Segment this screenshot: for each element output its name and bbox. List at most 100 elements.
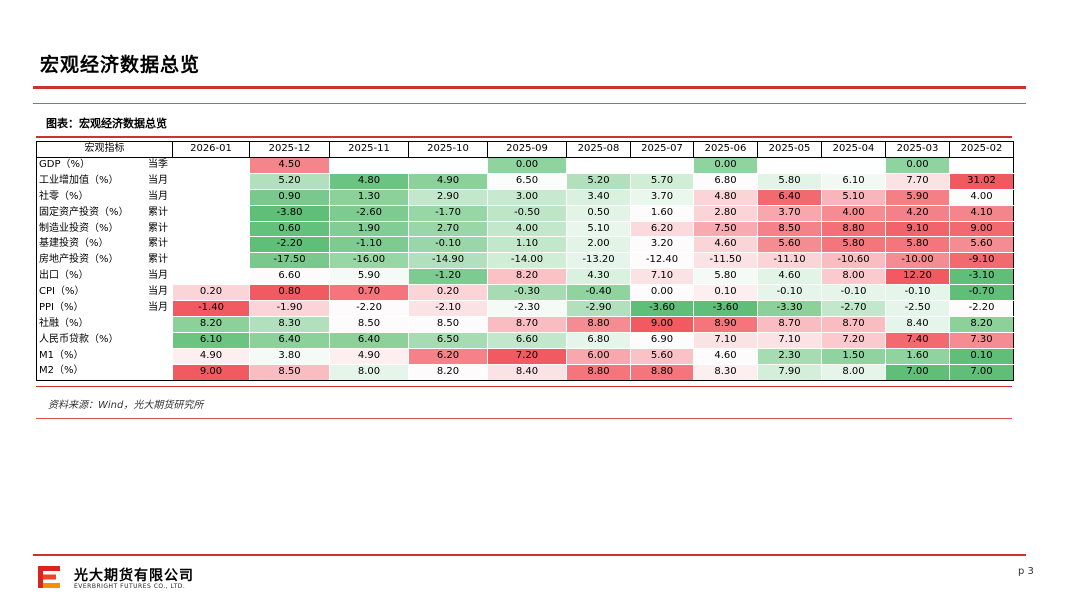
value-cell: 8.20	[949, 316, 1014, 333]
value-cell	[172, 157, 250, 174]
value-cell: -2.30	[487, 300, 567, 317]
value-cell: 5.60	[949, 236, 1014, 254]
table-row: CPI（%） 当月 0.20 0.80 0.70 0.20 -0.30 -0.40 0.00 0.…	[36, 284, 1014, 302]
value-cell: 9.00	[949, 221, 1014, 238]
value-cell: 6.10	[821, 173, 886, 190]
value-cell: -11.10	[757, 252, 822, 270]
value-cell	[949, 157, 1014, 174]
indicator-name: 工业增加值（%）	[39, 174, 119, 186]
value-cell	[757, 157, 822, 174]
column-header: 2025-09	[487, 141, 567, 158]
value-cell: -10.00	[885, 252, 950, 270]
value-cell: 1.10	[487, 236, 567, 254]
column-header: 2025-07	[630, 141, 694, 158]
table-row: 固定资产投资（%） 累计 -3.80 -2.60 -1.70 -0.50 0.50 1.60 2…	[36, 205, 1014, 222]
value-cell: 5.60	[757, 236, 822, 254]
table-row: GDP（%） 当季 4.50 0.00 0.00 0.00	[36, 157, 1014, 174]
value-cell: 0.60	[249, 221, 330, 238]
column-header: 2025-10	[408, 141, 488, 158]
value-cell: 3.40	[566, 189, 631, 206]
table-row: 房地产投资（%） 累计 -17.50 -16.00 -14.90 -14.00 -13.20…	[36, 252, 1014, 270]
value-cell: -2.90	[566, 300, 631, 317]
value-cell: 5.10	[566, 221, 631, 238]
value-cell: 5.70	[630, 173, 694, 190]
indicator-type: 当月	[148, 270, 168, 282]
indicator-label-cell: 制造业投资（%） 累计	[36, 221, 173, 237]
value-cell: 8.40	[885, 316, 950, 333]
indicator-type: 累计	[148, 254, 168, 266]
table-row: 基建投资（%） 累计 -2.20 -1.10 -0.10 1.10 2.00 3.20 4.60…	[36, 236, 1014, 254]
value-cell: 9.10	[885, 221, 950, 238]
indicator-label-cell: 出口（%） 当月	[36, 268, 173, 285]
value-cell: 2.80	[693, 205, 758, 222]
indicator-type: 累计	[148, 222, 168, 234]
value-cell: 0.10	[693, 284, 758, 302]
indicator-label-cell: 基建投资（%） 累计	[36, 236, 173, 253]
value-cell	[566, 157, 631, 174]
value-cell: 0.00	[885, 157, 950, 174]
value-cell: 0.80	[249, 284, 330, 302]
value-cell: 0.20	[172, 284, 250, 302]
column-header: 2025-06	[693, 141, 758, 158]
indicator-label-cell: 社零（%） 当月	[36, 189, 173, 206]
value-cell: 6.20	[630, 221, 694, 238]
value-cell: 5.10	[821, 189, 886, 206]
value-cell: 4.80	[329, 173, 409, 190]
value-cell: 5.90	[885, 189, 950, 206]
value-cell: -16.00	[329, 252, 409, 270]
value-cell: -3.60	[693, 300, 758, 317]
value-cell: 6.40	[249, 332, 330, 349]
value-cell: 2.70	[408, 221, 488, 238]
macro-data-table: 宏观指标 2026-01 2025-12 2025-11 2025-10 2025-09…	[36, 141, 1014, 381]
value-cell: -2.20	[329, 300, 409, 317]
value-cell: 6.20	[408, 348, 488, 365]
value-cell: 8.70	[757, 316, 822, 333]
header-rule-thin	[33, 103, 1026, 104]
value-cell: 2.00	[566, 236, 631, 254]
value-cell: 8.50	[408, 316, 488, 333]
value-cell: -17.50	[249, 252, 330, 270]
value-cell: 8.00	[821, 268, 886, 286]
value-cell: -1.70	[408, 205, 488, 222]
value-cell: -11.50	[693, 252, 758, 270]
value-cell: 0.00	[693, 157, 758, 174]
value-cell: 8.00	[821, 364, 886, 381]
value-cell: 5.90	[329, 268, 409, 286]
table-row: 制造业投资（%） 累计 0.60 1.90 2.70 4.00 5.10 6.20 7.50 8.…	[36, 221, 1014, 238]
value-cell: -0.30	[487, 284, 567, 302]
value-cell: 7.20	[821, 332, 886, 349]
value-cell: 6.10	[172, 332, 250, 349]
value-cell: 0.10	[949, 348, 1014, 365]
value-cell: 12.20	[885, 268, 950, 286]
value-cell: -3.30	[757, 300, 822, 317]
value-cell: 5.20	[566, 173, 631, 190]
value-cell: -2.60	[329, 205, 409, 222]
value-cell: 8.80	[630, 364, 694, 381]
value-cell: 6.80	[693, 173, 758, 190]
value-cell: 0.00	[487, 157, 567, 174]
value-cell: 8.80	[566, 364, 631, 381]
footer-rule	[33, 554, 1026, 556]
value-cell: 7.00	[885, 364, 950, 381]
value-cell: -1.90	[249, 300, 330, 317]
value-cell: -1.40	[172, 300, 250, 317]
table-header-row: 宏观指标 2026-01 2025-12 2025-11 2025-10 2025-09…	[36, 141, 1014, 158]
indicator-type: 当季	[148, 159, 168, 171]
value-cell: 0.20	[408, 284, 488, 302]
column-header: 2025-11	[329, 141, 409, 158]
value-cell: 8.30	[693, 364, 758, 381]
column-header: 2026-01	[172, 141, 250, 158]
value-cell: 8.70	[821, 316, 886, 333]
value-cell: 4.10	[949, 205, 1014, 222]
value-cell: 0.90	[249, 189, 330, 206]
table-row: 社零（%） 当月 0.90 1.30 2.90 3.00 3.40 3.70 4.80 6.40 5…	[36, 189, 1014, 206]
page-number: p 3	[1018, 566, 1034, 577]
indicator-type: 当月	[148, 302, 168, 314]
value-cell: 8.90	[693, 316, 758, 333]
value-cell: 8.50	[329, 316, 409, 333]
value-cell: 7.90	[757, 364, 822, 381]
indicator-label-cell: 房地产投资（%） 累计	[36, 252, 173, 269]
value-cell: -12.40	[630, 252, 694, 270]
value-cell: 4.90	[329, 348, 409, 365]
value-cell: 8.50	[249, 364, 330, 381]
